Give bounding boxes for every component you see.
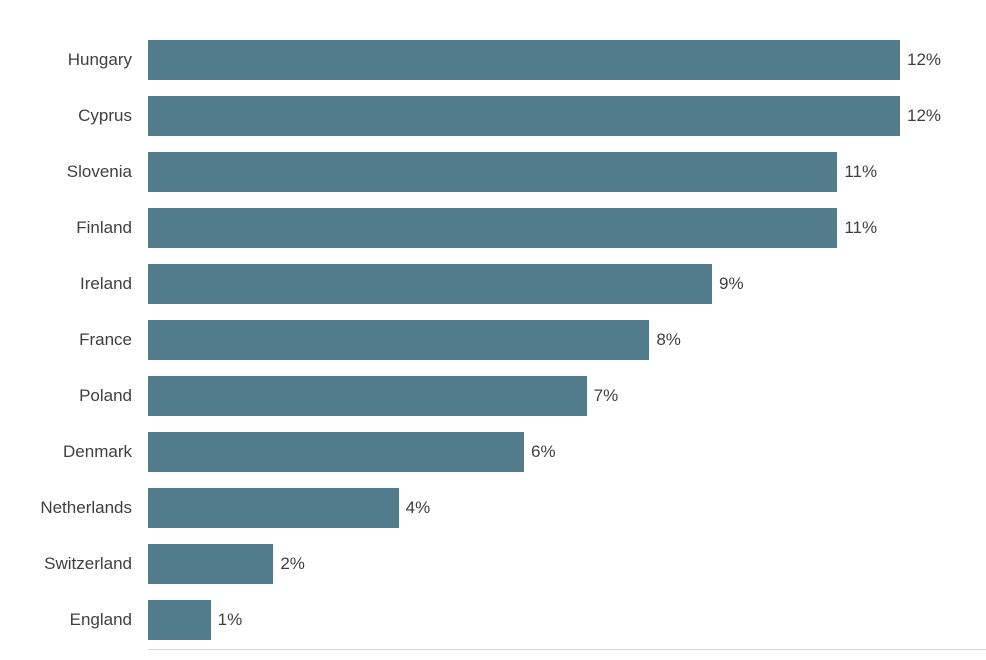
bar: [148, 376, 587, 416]
bar-track: 4%: [148, 480, 900, 536]
bar-track: 7%: [148, 368, 900, 424]
value-label: 2%: [280, 554, 305, 573]
category-label: Slovenia: [66, 162, 132, 181]
bar-track: 12%: [148, 88, 941, 144]
bar: [148, 432, 524, 472]
category-label: England: [69, 610, 132, 629]
value-label: 4%: [405, 498, 431, 517]
category-label: Poland: [79, 386, 132, 405]
value-label: 12%: [907, 50, 942, 69]
bar-track: 2%: [148, 536, 900, 592]
bar-row: France 8%: [0, 312, 986, 368]
bar-track: 12%: [148, 32, 941, 88]
bar-row: Poland 7%: [0, 368, 986, 424]
value-label: 9%: [719, 274, 744, 293]
bar-track: 8%: [148, 312, 900, 368]
bar-row: Cyprus 12%: [0, 88, 986, 144]
bar: [148, 152, 838, 192]
bar-row: Ireland 9%: [0, 256, 986, 312]
value-label: 8%: [656, 330, 681, 349]
bar: [148, 488, 399, 528]
bar-row: Slovenia 11%: [0, 144, 986, 200]
bar-rows-container: Hungary 12% Cyprus 12% Slovenia 11% Finland 11%…: [0, 32, 986, 648]
bar-row: Switzerland 2%: [0, 536, 986, 592]
category-label: Hungary: [67, 50, 132, 69]
bar-row: Denmark 6%: [0, 424, 986, 480]
value-label: 6%: [531, 442, 556, 461]
category-label: Finland: [76, 218, 132, 237]
bar-row: Netherlands 4%: [0, 480, 986, 536]
bar-track: 1%: [148, 592, 900, 648]
category-label: Switzerland: [44, 554, 132, 573]
bar: [148, 96, 900, 136]
bar-row: Hungary 12%: [0, 32, 986, 88]
bar-row: Finland 11%: [0, 200, 986, 256]
bar-row: England 1%: [0, 592, 986, 648]
value-label: 7%: [593, 386, 619, 405]
value-label: 1%: [217, 610, 243, 629]
bar: [148, 320, 650, 360]
bar: [148, 40, 900, 80]
bar: [148, 208, 838, 248]
bar: [148, 544, 274, 584]
category-label: Denmark: [63, 442, 132, 461]
value-label: 12%: [907, 106, 942, 125]
value-label: 11%: [844, 218, 878, 237]
value-label: 11%: [844, 162, 878, 181]
category-label: Netherlands: [40, 498, 132, 517]
bar-track: 9%: [148, 256, 900, 312]
category-label: Cyprus: [78, 106, 132, 125]
bar: [148, 600, 211, 640]
x-axis-baseline: [148, 649, 986, 650]
bar-track: 11%: [148, 144, 900, 200]
bar-track: 11%: [148, 200, 900, 256]
category-label: France: [79, 330, 132, 349]
bar-track: 6%: [148, 424, 900, 480]
category-label: Ireland: [80, 274, 132, 293]
bar: [148, 264, 712, 304]
